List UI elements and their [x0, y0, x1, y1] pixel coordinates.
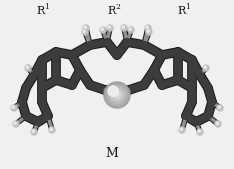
Circle shape: [158, 52, 165, 58]
Circle shape: [112, 90, 122, 100]
Circle shape: [145, 25, 151, 31]
Circle shape: [108, 86, 118, 96]
Circle shape: [87, 42, 94, 49]
Circle shape: [140, 81, 147, 89]
Circle shape: [189, 56, 195, 64]
Circle shape: [106, 84, 128, 106]
Circle shape: [128, 27, 134, 33]
Circle shape: [104, 82, 130, 108]
Circle shape: [108, 86, 126, 104]
Circle shape: [215, 121, 221, 127]
Circle shape: [205, 113, 212, 119]
Circle shape: [113, 91, 121, 99]
Text: R: R: [177, 6, 186, 16]
Circle shape: [30, 71, 37, 78]
Circle shape: [208, 99, 216, 105]
Circle shape: [103, 39, 110, 45]
Circle shape: [12, 106, 15, 108]
Circle shape: [146, 29, 152, 35]
Circle shape: [116, 94, 118, 96]
Text: R: R: [108, 6, 116, 16]
Circle shape: [114, 92, 120, 98]
Circle shape: [198, 130, 200, 132]
Circle shape: [179, 127, 185, 133]
Circle shape: [77, 66, 84, 74]
Circle shape: [14, 122, 16, 124]
Circle shape: [217, 105, 223, 111]
Circle shape: [39, 84, 45, 91]
Circle shape: [102, 87, 109, 93]
Text: 1: 1: [44, 3, 49, 11]
Circle shape: [52, 49, 59, 55]
Circle shape: [197, 129, 203, 135]
Circle shape: [11, 105, 17, 111]
Circle shape: [204, 66, 206, 68]
Circle shape: [122, 26, 124, 28]
Circle shape: [183, 113, 190, 119]
Circle shape: [111, 89, 123, 101]
Circle shape: [87, 81, 94, 89]
Circle shape: [100, 27, 106, 33]
Circle shape: [125, 87, 132, 93]
Circle shape: [140, 42, 147, 49]
Circle shape: [39, 56, 45, 64]
Circle shape: [109, 87, 125, 103]
Circle shape: [115, 93, 119, 97]
Circle shape: [69, 81, 76, 89]
Circle shape: [121, 25, 127, 31]
Circle shape: [25, 65, 31, 71]
Circle shape: [175, 49, 182, 55]
Circle shape: [108, 26, 110, 28]
Circle shape: [189, 56, 195, 64]
Circle shape: [52, 77, 59, 83]
Circle shape: [189, 84, 195, 91]
Circle shape: [113, 52, 121, 58]
Circle shape: [31, 129, 37, 135]
Text: 1: 1: [185, 3, 190, 11]
Circle shape: [50, 128, 52, 130]
Circle shape: [13, 121, 19, 127]
Circle shape: [22, 84, 29, 91]
Circle shape: [82, 29, 88, 35]
Circle shape: [34, 118, 41, 126]
Circle shape: [203, 65, 209, 71]
Circle shape: [197, 71, 204, 78]
Circle shape: [218, 106, 220, 108]
Circle shape: [39, 99, 45, 105]
Circle shape: [129, 28, 132, 30]
Circle shape: [150, 66, 157, 74]
Circle shape: [158, 81, 165, 89]
Circle shape: [110, 88, 124, 102]
Circle shape: [175, 77, 182, 83]
Circle shape: [83, 30, 85, 32]
Circle shape: [101, 28, 103, 30]
Text: 2: 2: [115, 3, 120, 11]
Circle shape: [124, 39, 131, 45]
Circle shape: [189, 99, 195, 105]
Circle shape: [69, 52, 76, 58]
Circle shape: [83, 25, 89, 31]
Text: R: R: [37, 6, 45, 16]
Circle shape: [216, 122, 218, 124]
Circle shape: [22, 113, 29, 119]
Circle shape: [107, 25, 113, 31]
Circle shape: [205, 84, 212, 91]
Circle shape: [49, 127, 55, 133]
Circle shape: [44, 113, 51, 119]
Circle shape: [180, 128, 182, 130]
Circle shape: [32, 130, 34, 132]
Circle shape: [146, 26, 148, 28]
Text: M: M: [105, 147, 118, 160]
Circle shape: [105, 83, 129, 107]
Circle shape: [26, 66, 28, 68]
Circle shape: [107, 85, 127, 105]
Circle shape: [18, 99, 26, 105]
Circle shape: [39, 56, 45, 64]
Circle shape: [84, 26, 86, 28]
Circle shape: [193, 118, 200, 126]
Circle shape: [147, 30, 149, 32]
